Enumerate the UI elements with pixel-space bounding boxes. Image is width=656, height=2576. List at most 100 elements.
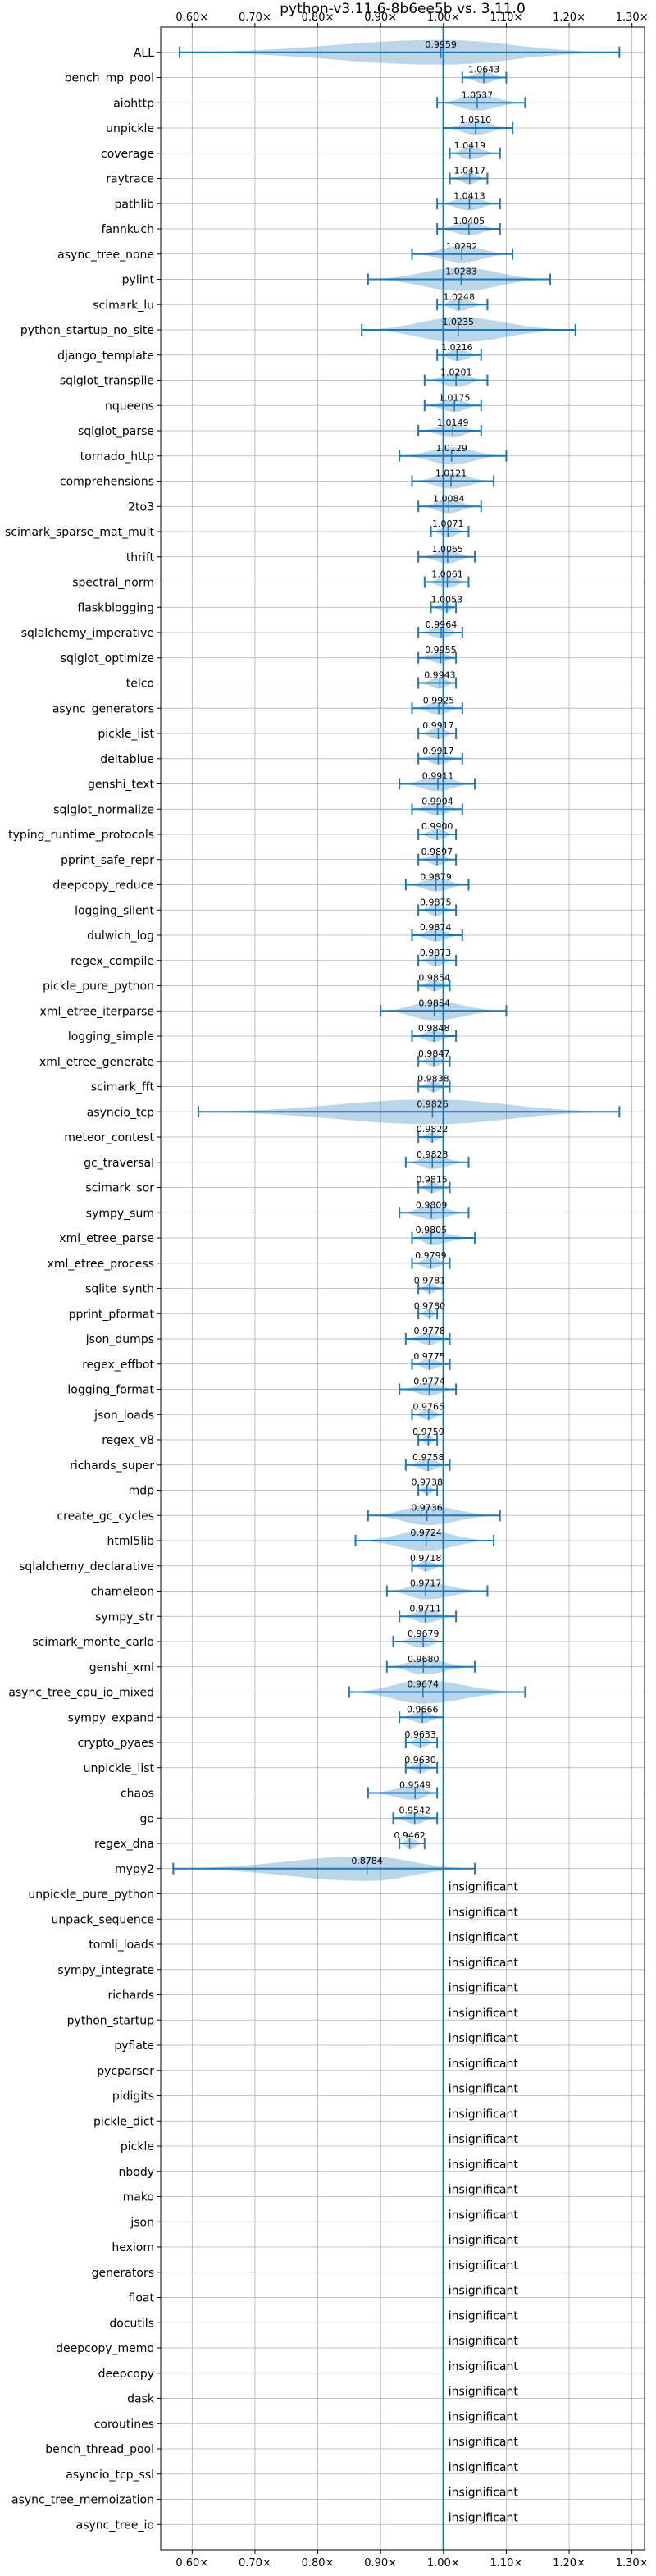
x-tick-label-top: 0.60× bbox=[175, 11, 208, 24]
benchmark-label: json_loads bbox=[93, 1409, 154, 1422]
value-label: 0.9736 bbox=[411, 1502, 443, 1513]
benchmark-label: sqlite_synth bbox=[85, 1283, 154, 1296]
benchmark-label: pickle_dict bbox=[93, 2115, 155, 2128]
benchmark-label: xml_etree_parse bbox=[59, 1232, 154, 1245]
benchmark-label: crypto_pyaes bbox=[78, 1737, 154, 1750]
benchmark-label: flaskblogging bbox=[77, 601, 154, 614]
value-label: 0.9775 bbox=[413, 1351, 445, 1362]
benchmark-label: coverage bbox=[101, 148, 154, 161]
value-label: 0.9900 bbox=[421, 821, 453, 832]
benchmark-label: unpickle bbox=[106, 122, 154, 135]
benchmark-label: scimark_fft bbox=[91, 1081, 155, 1094]
benchmark-label: unpack_sequence bbox=[52, 1913, 154, 1926]
benchmark-label: deltablue bbox=[100, 753, 154, 766]
benchmark-label: raytrace bbox=[106, 173, 154, 186]
grid-layer bbox=[161, 27, 645, 2550]
value-label: 0.9711 bbox=[409, 1603, 441, 1614]
x-tick-label-bottom: 0.70× bbox=[239, 2557, 271, 2569]
benchmark-label: telco bbox=[126, 678, 154, 691]
insignificant-label: insignificant bbox=[449, 1881, 519, 1894]
benchmark-label: regex_compile bbox=[71, 955, 154, 968]
value-label: 0.9549 bbox=[399, 1780, 431, 1791]
value-label: 0.9630 bbox=[404, 1755, 436, 1765]
benchmark-label: sqlalchemy_declarative bbox=[19, 1560, 154, 1573]
benchmark-label: asyncio_tcp bbox=[87, 1106, 154, 1119]
value-label: 0.9911 bbox=[422, 771, 454, 782]
insignificant-label: insignificant bbox=[449, 2234, 519, 2247]
value-label: 0.9917 bbox=[422, 720, 454, 731]
value-label: 1.0235 bbox=[443, 317, 475, 327]
benchmark-label: async_tree_none bbox=[57, 249, 154, 262]
benchmark-label: dask bbox=[127, 2393, 155, 2406]
benchmark-label: dulwich_log bbox=[87, 929, 154, 943]
insignificant-label: insignificant bbox=[449, 2386, 519, 2399]
benchmark-label: chameleon bbox=[91, 1586, 154, 1599]
benchmark-label: regex_effbot bbox=[82, 1359, 154, 1372]
value-label: 0.9838 bbox=[417, 1074, 449, 1085]
benchmark-label: coroutines bbox=[94, 2418, 154, 2431]
insignificant-label: insignificant bbox=[449, 2511, 519, 2524]
benchmark-label: asyncio_tcp_ssl bbox=[66, 2469, 154, 2482]
insignificant-label: insignificant bbox=[449, 2158, 519, 2172]
value-label: 1.0065 bbox=[432, 544, 464, 555]
value-label: 0.9758 bbox=[412, 1452, 444, 1463]
benchmark-label: create_gc_cycles bbox=[57, 1510, 154, 1523]
benchmark-label: hexiom bbox=[112, 2241, 154, 2254]
benchmark-label: json_dumps bbox=[85, 1333, 154, 1346]
insignificant-label: insignificant bbox=[449, 1957, 519, 1970]
value-label: 0.9633 bbox=[404, 1729, 436, 1740]
benchmark-label: spectral_norm bbox=[72, 577, 154, 590]
benchmark-label: nqueens bbox=[105, 400, 154, 413]
value-label: 1.0248 bbox=[444, 291, 476, 302]
value-label: 0.9780 bbox=[414, 1300, 446, 1311]
errorbar-layer bbox=[172, 46, 621, 1875]
value-label: 1.0061 bbox=[431, 569, 463, 580]
benchmark-label: sympy_integrate bbox=[57, 1964, 154, 1977]
insignificant-label: insignificant bbox=[449, 2335, 519, 2348]
benchmark-label: pathlib bbox=[115, 198, 155, 211]
x-tick-label-bottom: 0.80× bbox=[302, 2557, 335, 2569]
value-label: 0.9718 bbox=[410, 1553, 442, 1564]
benchmark-label: go bbox=[140, 1812, 154, 1825]
value-label: 0.9826 bbox=[417, 1098, 449, 1109]
value-label: 0.9781 bbox=[414, 1276, 446, 1286]
insignificant-label: insignificant bbox=[449, 2108, 519, 2121]
benchmark-label: regex_dna bbox=[94, 1838, 154, 1851]
value-label: 0.9778 bbox=[414, 1326, 446, 1336]
benchmark-label: fannkuch bbox=[102, 223, 154, 236]
benchmark-label: float bbox=[129, 2292, 155, 2305]
insignificant-label: insignificant bbox=[449, 1982, 519, 1995]
benchmark-label: tomli_loads bbox=[89, 1939, 154, 1952]
benchmark-label: regex_v8 bbox=[102, 1434, 154, 1447]
value-label: 1.0419 bbox=[454, 140, 486, 151]
insignificant-label: insignificant bbox=[449, 2309, 519, 2323]
value-label: 1.0053 bbox=[431, 594, 463, 605]
benchmark-label: unpickle_list bbox=[84, 1762, 155, 1775]
x-tick-label-bottom: 1.20× bbox=[553, 2557, 585, 2569]
value-label: 0.9759 bbox=[412, 1427, 444, 1437]
value-label: 0.9854 bbox=[418, 973, 450, 984]
benchmark-label: pprint_pformat bbox=[69, 1308, 155, 1321]
benchmark-label: gc_traversal bbox=[84, 1157, 154, 1170]
insignificant-label: insignificant bbox=[449, 2058, 519, 2071]
benchmark-label: thrift bbox=[126, 551, 155, 564]
value-label: 0.9847 bbox=[418, 1048, 450, 1059]
benchmark-label: pidigits bbox=[112, 2090, 154, 2103]
benchmark-label: scimark_lu bbox=[93, 299, 154, 312]
value-label: 1.0643 bbox=[468, 65, 500, 75]
benchmark-label: sympy_str bbox=[95, 1610, 154, 1624]
insignificant-label: insignificant bbox=[449, 1906, 519, 1919]
benchmark-label: sqlalchemy_imperative bbox=[21, 627, 154, 640]
benchmark-label: ALL bbox=[134, 47, 154, 60]
benchmark-label: unpickle_pure_python bbox=[28, 1889, 154, 1902]
benchmark-label: sqlglot_optimize bbox=[61, 652, 154, 665]
benchmark-label: generators bbox=[92, 2267, 154, 2280]
chart-title: python-v3.11.6-8b6ee5b vs. 3.11.0 bbox=[280, 1, 526, 17]
benchmark-label: xml_etree_iterparse bbox=[40, 1005, 154, 1018]
value-label: 1.0413 bbox=[453, 190, 485, 201]
value-label: 0.9959 bbox=[425, 39, 457, 50]
value-label: 0.9822 bbox=[417, 1124, 449, 1135]
value-label: 0.9873 bbox=[420, 948, 452, 958]
